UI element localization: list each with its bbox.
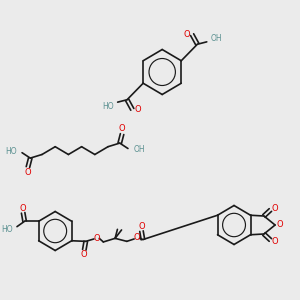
Text: O: O [134, 105, 141, 114]
Text: HO: HO [1, 224, 13, 233]
Text: HO: HO [5, 147, 17, 156]
Text: OH: OH [211, 34, 223, 43]
Text: O: O [81, 250, 88, 259]
Text: O: O [94, 234, 100, 243]
Text: O: O [184, 30, 190, 39]
Text: O: O [277, 220, 283, 229]
Text: O: O [271, 204, 278, 213]
Text: O: O [119, 124, 125, 133]
Text: O: O [134, 233, 140, 242]
Text: O: O [20, 203, 26, 212]
Text: O: O [25, 168, 31, 177]
Text: O: O [138, 222, 145, 231]
Text: OH: OH [133, 145, 145, 154]
Text: HO: HO [103, 102, 114, 111]
Text: O: O [271, 237, 278, 246]
